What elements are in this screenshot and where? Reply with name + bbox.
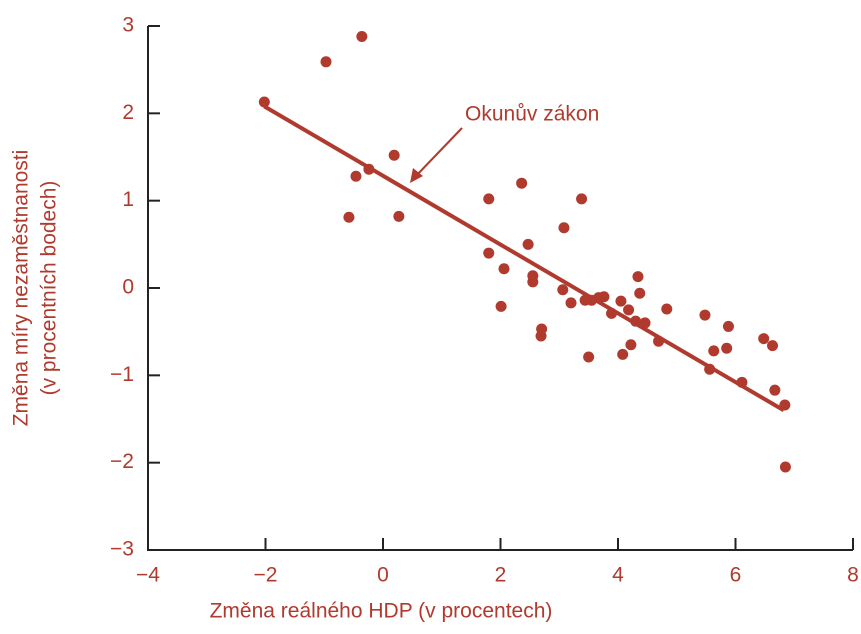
x-axis-label: Změna reálného HDP (v procentech) (210, 600, 553, 623)
y-tick-label: 3 (122, 14, 134, 37)
fit-line (263, 104, 785, 412)
point (708, 345, 720, 357)
point (625, 339, 637, 351)
point (779, 399, 791, 411)
point (522, 238, 534, 250)
point (630, 315, 642, 327)
point (598, 291, 610, 303)
point (393, 210, 405, 222)
point (363, 163, 375, 175)
x-tick-label: 0 (377, 564, 389, 587)
point (615, 295, 627, 307)
point (704, 363, 716, 375)
y-tick-label: −3 (110, 538, 134, 561)
point (527, 276, 539, 288)
annotation-arrowhead (410, 168, 423, 183)
y-tick-label: 2 (122, 101, 134, 124)
y-axis-label: Změna míry nezaměstnanosti (10, 150, 33, 427)
x-tick-label: −4 (136, 564, 160, 587)
point (661, 303, 673, 315)
point (617, 348, 629, 360)
point (258, 96, 270, 108)
point (320, 56, 332, 68)
x-tick-label: 2 (495, 564, 507, 587)
x-tick-label: 8 (847, 564, 859, 587)
point (576, 193, 588, 205)
point (632, 271, 644, 283)
point (779, 461, 791, 473)
point (721, 342, 733, 354)
point (606, 307, 618, 319)
x-tick-label: −2 (254, 564, 278, 587)
point (483, 247, 495, 259)
point (557, 284, 569, 296)
point (535, 330, 547, 342)
point (736, 376, 748, 388)
point (558, 222, 570, 234)
point (639, 317, 651, 329)
point (722, 320, 734, 332)
point (769, 384, 781, 396)
y-tick-label: 0 (122, 276, 134, 299)
point (623, 304, 635, 316)
point (653, 335, 665, 347)
point (767, 340, 779, 352)
point (498, 263, 510, 275)
point (565, 297, 577, 309)
point (350, 170, 362, 182)
y-tick-label: −1 (110, 363, 134, 386)
annotation: Okunův zákon (465, 103, 599, 126)
point (495, 300, 507, 312)
y-tick-label: −2 (110, 450, 134, 473)
point (483, 193, 495, 205)
x-tick-label: 6 (730, 564, 742, 587)
point (516, 177, 528, 189)
y-tick-label: 1 (122, 188, 134, 211)
point (634, 287, 646, 299)
point (343, 211, 355, 223)
point (388, 149, 400, 161)
point (758, 333, 770, 345)
point (356, 30, 368, 42)
point (699, 309, 711, 321)
y-axis-label: (v procentních bodech) (38, 181, 61, 396)
annotation-arrow (413, 127, 463, 179)
point (583, 351, 595, 363)
x-tick-label: 4 (612, 564, 624, 587)
